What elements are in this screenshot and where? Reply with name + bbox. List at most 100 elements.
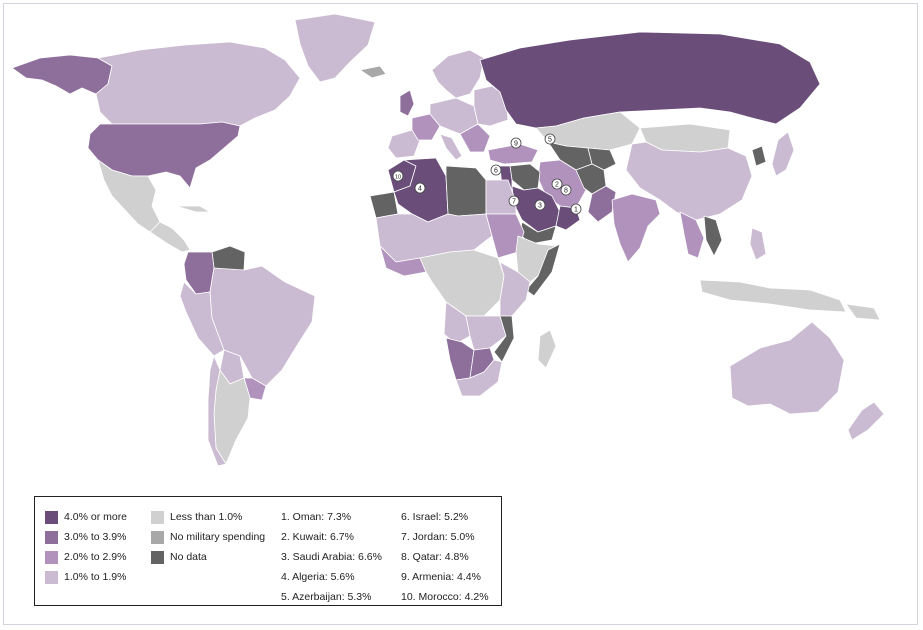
legend-column-low: Less than 1.0% No military spending No dat… xyxy=(151,509,265,569)
region-libya xyxy=(445,165,487,217)
rank-marker-5: 5 xyxy=(544,133,556,145)
region-russia xyxy=(479,31,821,129)
rank-marker-label: 2 xyxy=(555,182,559,189)
legend-label: No military spending xyxy=(170,531,266,543)
region-scandinavia xyxy=(431,49,485,99)
region-korea xyxy=(751,145,767,167)
region-central-america xyxy=(149,221,191,253)
rankings-column-2: 6. Israel: 5.2% 7. Jordan: 5.0% 8. Qatar: … xyxy=(401,509,489,609)
rank-marker-9: 9 xyxy=(510,137,522,149)
legend-swatch xyxy=(45,570,58,584)
legend-swatch xyxy=(45,550,58,564)
region-uzbekistan xyxy=(587,147,617,171)
legend-item: No data xyxy=(151,549,265,565)
region-alaska xyxy=(11,54,113,95)
rank-marker-label: 4 xyxy=(418,186,422,193)
region-iceland xyxy=(359,65,387,79)
region-iraq-syria xyxy=(509,163,541,191)
region-china xyxy=(625,141,753,221)
legend-label: 3.0% to 3.9% xyxy=(64,531,127,543)
region-japan xyxy=(771,131,795,177)
region-canada xyxy=(95,41,301,127)
region-india xyxy=(611,193,661,263)
legend-label: No data xyxy=(170,551,207,563)
ranking-item: 5. Azerbaijan: 5.3% xyxy=(281,591,372,603)
rank-marker-6: 6 xyxy=(490,164,502,176)
region-namibia xyxy=(445,337,475,381)
rank-marker-circle xyxy=(570,203,582,215)
ranking-item: 6. Israel: 5.2% xyxy=(401,511,469,523)
region-egypt xyxy=(485,179,517,215)
region-angola xyxy=(443,301,471,345)
legend-label: 2.0% to 2.9% xyxy=(64,551,127,563)
rank-marker-circle xyxy=(551,178,563,190)
rank-marker-1: 1 xyxy=(570,203,582,215)
rank-marker-circle xyxy=(560,184,572,196)
region-philippines xyxy=(749,227,767,261)
legend-item: 2.0% to 2.9% xyxy=(45,549,127,565)
region-indonesia xyxy=(699,279,847,313)
region-chile xyxy=(207,355,227,467)
region-australia xyxy=(729,321,845,415)
rank-marker-3: 3 xyxy=(534,199,546,211)
region-brazil xyxy=(209,265,316,387)
rank-marker-circle xyxy=(510,137,522,149)
region-madagascar xyxy=(537,329,557,369)
ranking-item: 7. Jordan: 5.0% xyxy=(401,531,475,543)
rank-marker-4: 4 xyxy=(414,182,426,194)
rank-marker-label: 8 xyxy=(564,188,568,195)
rank-marker-2: 2 xyxy=(551,178,563,190)
rank-marker-circle xyxy=(544,133,556,145)
ranking-item: 2. Kuwait: 6.7% xyxy=(281,531,354,543)
legend-item: 3.0% to 3.9% xyxy=(45,529,127,545)
rank-marker-label: 6 xyxy=(494,168,498,175)
region-italy xyxy=(439,133,463,161)
legend-swatch xyxy=(151,530,164,544)
rank-marker-circle xyxy=(414,182,426,194)
region-uk xyxy=(399,89,415,117)
legend: 4.0% or more 3.0% to 3.9% 2.0% to 2.9% 1.0%… xyxy=(34,496,502,606)
region-new-zealand xyxy=(847,401,885,441)
ranking-item: 3. Saudi Arabia: 6.6% xyxy=(281,551,382,563)
rank-marker-7: 7 xyxy=(508,195,520,207)
legend-item: 1.0% to 1.9% xyxy=(45,569,127,585)
rank-marker-8: 8 xyxy=(560,184,572,196)
region-zambia-zimbabwe xyxy=(465,315,507,351)
region-argentina xyxy=(213,369,251,465)
region-cuba xyxy=(175,205,211,213)
rank-marker-label: 10 xyxy=(395,175,401,181)
map-frame xyxy=(3,3,918,625)
ranking-item: 10. Morocco: 4.2% xyxy=(401,591,489,603)
rank-marker-label: 9 xyxy=(514,141,518,148)
region-south-africa xyxy=(455,359,503,397)
region-vietnam xyxy=(703,215,723,257)
legend-label: 1.0% to 1.9% xyxy=(64,571,127,583)
ranking-item: 1. Oman: 7.3% xyxy=(281,511,352,523)
rank-marker-label: 7 xyxy=(512,199,516,206)
rankings-column-1: 1. Oman: 7.3% 2. Kuwait: 6.7% 3. Saudi Ara… xyxy=(281,509,382,609)
legend-label: Less than 1.0% xyxy=(170,511,243,523)
legend-item: 4.0% or more xyxy=(45,509,127,525)
legend-item: Less than 1.0% xyxy=(151,509,265,525)
rank-marker-circle xyxy=(490,164,502,176)
region-somalia xyxy=(525,243,561,297)
region-greenland xyxy=(294,13,376,83)
region-png xyxy=(845,303,881,321)
legend-swatch xyxy=(45,530,58,544)
region-pakistan xyxy=(587,185,617,223)
region-myanmar-thailand xyxy=(679,211,705,259)
legend-swatch xyxy=(151,510,164,524)
ranking-item: 9. Armenia: 4.4% xyxy=(401,571,481,583)
rank-marker-10: 10 xyxy=(392,170,404,182)
legend-swatch xyxy=(45,510,58,524)
legend-swatch xyxy=(151,550,164,564)
legend-label: 4.0% or more xyxy=(64,511,128,523)
region-western-sahara xyxy=(369,191,399,219)
region-balkans xyxy=(459,123,491,153)
rank-marker-label: 1 xyxy=(574,207,578,214)
legend-item: No military spending xyxy=(151,529,265,545)
rank-marker-label: 3 xyxy=(538,203,542,210)
rank-marker-label: 5 xyxy=(548,137,552,144)
rank-marker-circle xyxy=(508,195,520,207)
